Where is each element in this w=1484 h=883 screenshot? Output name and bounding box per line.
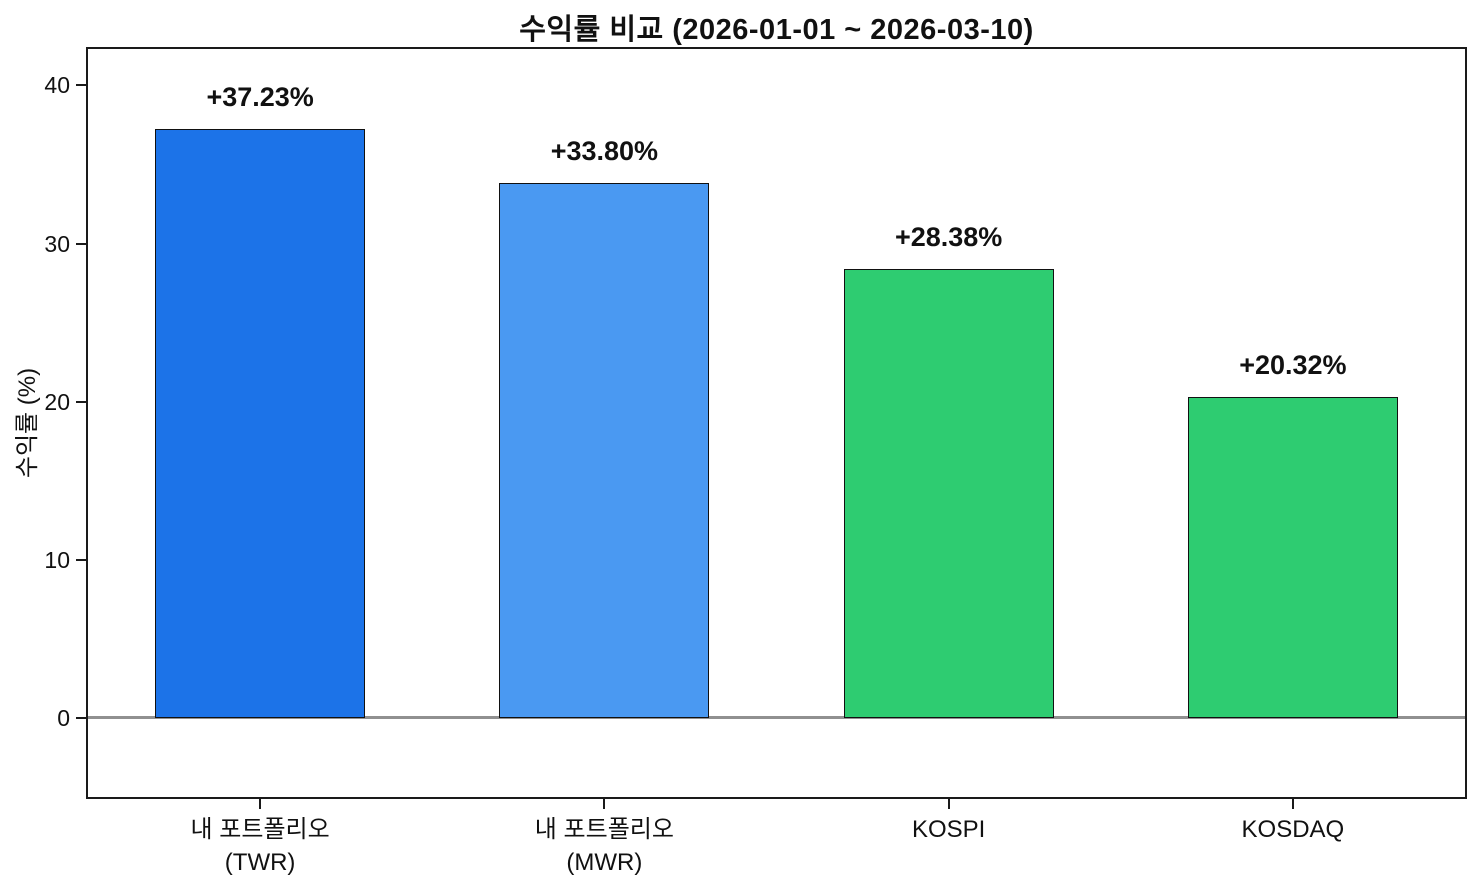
bar-2 <box>499 183 710 718</box>
y-tick-mark <box>76 558 86 561</box>
bar-1 <box>155 129 366 718</box>
y-tick-mark <box>76 84 86 87</box>
bar-3 <box>843 269 1054 718</box>
x-tick-mark <box>259 799 262 809</box>
zero-baseline <box>88 716 1465 720</box>
y-tick-mark <box>76 716 86 719</box>
y-tick-label-40: 40 <box>44 72 70 99</box>
x-tick-mark <box>947 799 950 809</box>
plot-area: +37.23% +33.80% +28.38% +20.32% <box>86 47 1467 799</box>
y-axis-label: 수익률 (%) <box>14 367 41 479</box>
y-tick-mark <box>76 242 86 245</box>
chart-title: 수익률 비교 (2026-01-01 ~ 2026-03-10) <box>519 14 1034 46</box>
x-tick-mark <box>1291 799 1294 809</box>
x-tick-mark <box>603 799 606 809</box>
bar-value-label-1: +37.23% <box>206 82 314 113</box>
bar-value-label-2: +33.80% <box>550 136 659 167</box>
bar-4 <box>1187 396 1398 718</box>
y-tick-mark <box>76 400 86 403</box>
x-tick-label-1: 내 포트폴리오 (TWR) <box>190 816 330 876</box>
x-tick-label-3: KOSPI <box>911 816 986 843</box>
y-tick-label-30: 30 <box>44 230 70 257</box>
y-tick-label-10: 10 <box>44 546 70 573</box>
bar-value-label-4: +20.32% <box>1239 349 1347 380</box>
y-tick-label-20: 20 <box>44 388 70 415</box>
bar-value-label-3: +28.38% <box>894 222 1003 253</box>
x-tick-label-2: 내 포트폴리오 (MWR) <box>534 816 674 876</box>
x-tick-label-4: KOSDAQ <box>1241 816 1345 843</box>
y-tick-label-0: 0 <box>57 704 70 731</box>
